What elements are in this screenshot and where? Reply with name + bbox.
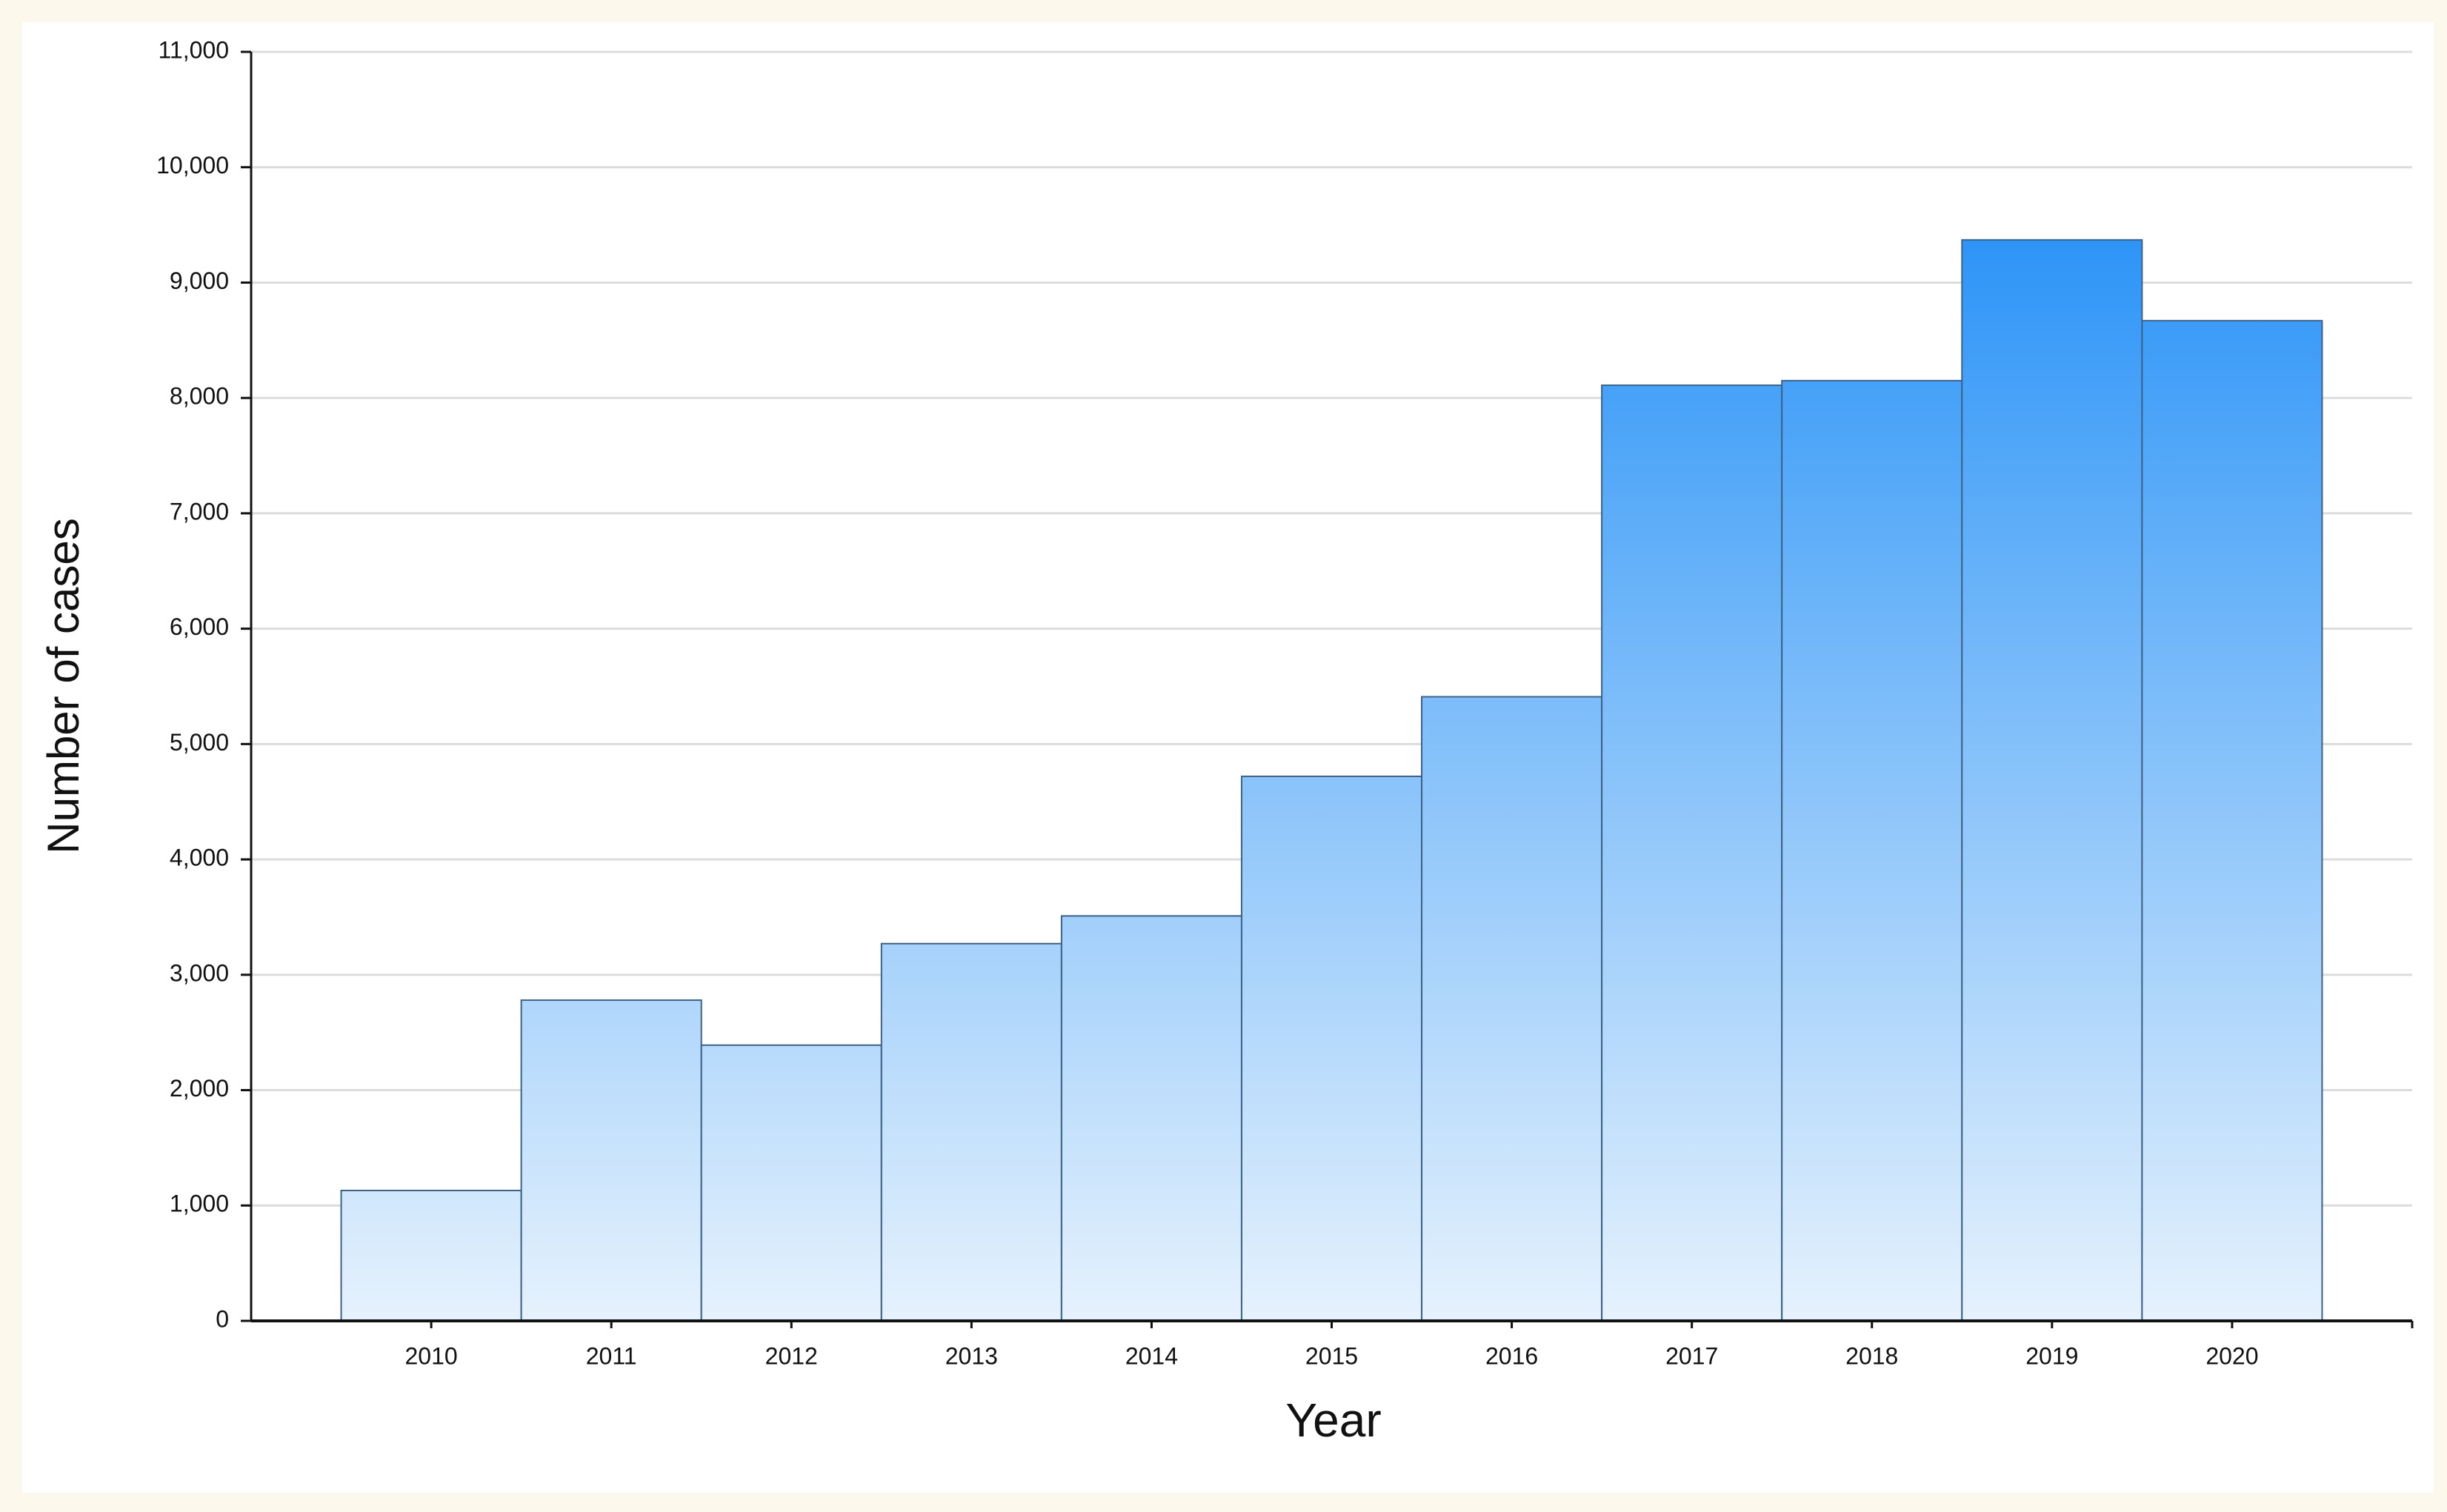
x-tick-label: 2019 (2025, 1342, 2078, 1369)
bar (880, 942, 1062, 1322)
x-tick-label: 2018 (1845, 1342, 1898, 1369)
x-tick-label: 2013 (945, 1342, 998, 1369)
y-tick-label: 0 (216, 1305, 229, 1332)
y-axis-title: Number of cases (39, 518, 88, 854)
y-tick-label: 4,000 (170, 845, 229, 871)
y-tick-label: 8,000 (170, 383, 229, 410)
y-tick-label: 11,000 (159, 36, 230, 63)
y-tick-label: 9,000 (170, 267, 229, 294)
y-tick-label: 5,000 (170, 729, 229, 756)
y-tick-label: 6,000 (170, 613, 229, 640)
y-tick-label: 2,000 (170, 1075, 229, 1102)
y-tick-label: 1,000 (170, 1190, 229, 1217)
x-tick-label: 2016 (1485, 1342, 1538, 1369)
bar (1060, 915, 1242, 1322)
x-tick-label: 2014 (1125, 1342, 1178, 1369)
bar (1781, 379, 1963, 1322)
bar (520, 999, 702, 1322)
y-tick-label: 7,000 (170, 498, 229, 524)
y-tick-label: 10,000 (156, 152, 229, 179)
y-tick-label: 3,000 (170, 959, 229, 986)
bar (700, 1044, 882, 1322)
bar (1961, 239, 2143, 1322)
x-tick-label: 2020 (2205, 1342, 2258, 1369)
x-tick-label: 2015 (1305, 1342, 1358, 1369)
bar (1240, 775, 1423, 1322)
bar (2141, 319, 2323, 1322)
x-tick-label: 2017 (1665, 1342, 1718, 1369)
bar (1601, 384, 1783, 1322)
bar (340, 1190, 522, 1322)
x-tick-label: 2012 (765, 1342, 818, 1369)
x-tick-label: 2010 (404, 1342, 457, 1369)
x-axis-title: Year (1285, 1393, 1381, 1447)
x-tick-label: 2011 (586, 1342, 637, 1369)
bar (1421, 696, 1603, 1322)
